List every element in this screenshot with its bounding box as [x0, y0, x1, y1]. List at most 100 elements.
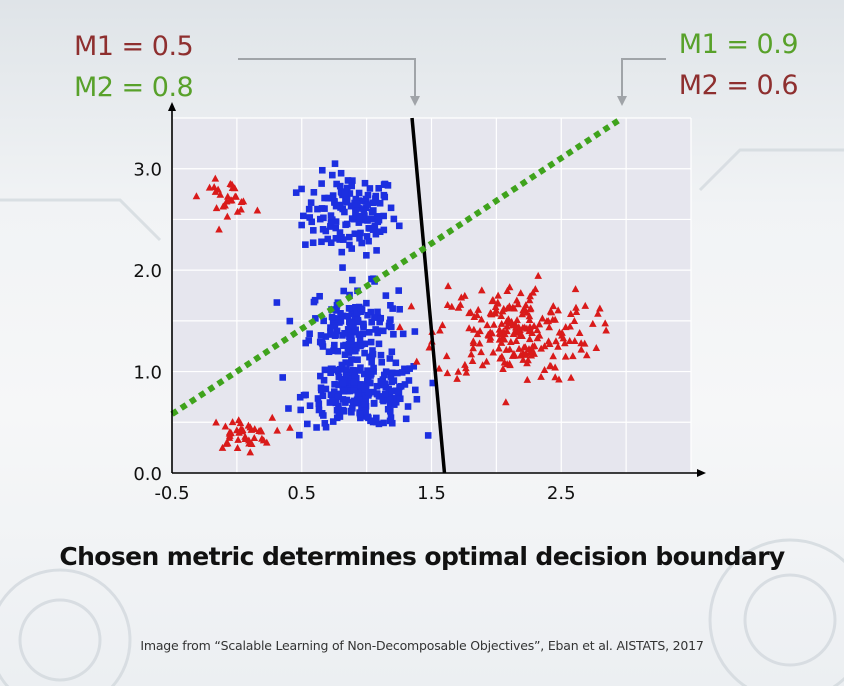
data-point-square — [333, 180, 340, 188]
data-point-square — [411, 328, 419, 335]
data-point-square — [345, 349, 353, 356]
boundary-M1-optimal — [410, 117, 447, 474]
data-point-triangle — [192, 192, 201, 200]
data-point-square — [352, 208, 359, 216]
tick-labels: -0.5 0.5 1.5 2.5 0.0 1.0 2.0 3.0 — [133, 160, 575, 504]
data-point-square — [348, 334, 355, 341]
data-point-square — [320, 317, 327, 325]
data-point-triangle — [523, 375, 532, 383]
data-point-square — [371, 314, 378, 321]
data-point-square — [374, 308, 381, 316]
data-point-square — [316, 292, 323, 300]
data-point-square — [359, 330, 367, 338]
data-point-triangle — [505, 359, 514, 367]
data-point-square — [387, 316, 394, 323]
data-point-square — [285, 405, 292, 412]
data-point-square — [364, 201, 371, 208]
data-point-square — [347, 202, 355, 210]
data-point-square — [336, 229, 344, 236]
data-point-square — [388, 419, 396, 427]
data-point-triangle — [552, 337, 560, 345]
data-point-triangle — [212, 418, 220, 426]
data-point-triangle — [222, 439, 230, 447]
data-point-square — [329, 418, 337, 425]
data-point-square — [340, 387, 348, 395]
data-point-triangle — [250, 433, 259, 441]
data-point-square — [332, 235, 340, 242]
data-point-square — [381, 181, 389, 188]
data-point-square — [331, 381, 338, 388]
data-point-square — [388, 378, 396, 386]
data-point-triangle — [592, 343, 601, 351]
data-point-triangle — [514, 323, 523, 331]
data-point-square — [309, 239, 317, 247]
data-point-square — [386, 407, 394, 415]
data-point-square — [362, 195, 370, 203]
data-point-square — [385, 385, 392, 393]
data-point-triangle — [465, 324, 473, 332]
data-point-square — [398, 369, 406, 376]
x-tick-label: -0.5 — [154, 483, 189, 504]
data-point-square — [391, 401, 398, 408]
data-point-square — [356, 410, 364, 418]
data-point-square — [394, 369, 401, 377]
data-point-square — [367, 417, 374, 425]
data-point-square — [348, 408, 355, 416]
data-point-square — [332, 331, 339, 339]
data-point-square — [402, 415, 410, 423]
data-point-triangle — [525, 296, 534, 304]
data-point-triangle — [572, 308, 581, 316]
boundary-M2-optimal — [170, 115, 624, 417]
data-point-triangle — [535, 320, 544, 328]
data-point-square — [298, 185, 305, 193]
data-point-triangle — [477, 348, 485, 356]
data-point-square — [337, 310, 344, 317]
data-point-triangle — [589, 319, 597, 327]
data-point-square — [329, 365, 336, 373]
data-point-triangle — [210, 183, 218, 191]
data-point-triangle — [245, 436, 253, 444]
data-point-triangle — [533, 326, 542, 334]
data-point-triangle — [442, 352, 451, 360]
data-point-triangle — [221, 201, 229, 209]
data-point-square — [300, 391, 308, 399]
data-point-square — [355, 189, 363, 197]
data-point-square — [334, 393, 341, 401]
data-point-triangle — [525, 312, 534, 320]
data-point-square — [401, 381, 409, 388]
data-point-triangle — [495, 325, 504, 333]
data-point-triangle — [567, 373, 575, 381]
data-point-square — [364, 191, 372, 199]
data-point-square — [340, 407, 348, 415]
data-point-square — [318, 339, 326, 347]
data-point-square — [365, 237, 372, 245]
data-point-square — [373, 382, 381, 390]
data-point-triangle — [513, 296, 521, 304]
data-point-square — [321, 420, 329, 427]
data-point-square — [298, 221, 305, 229]
data-point-square — [327, 239, 335, 246]
data-point-square — [363, 204, 370, 212]
data-point-triangle — [528, 342, 537, 350]
data-point-triangle — [461, 291, 469, 299]
data-point-square — [292, 189, 300, 196]
data-point-square — [429, 379, 437, 387]
annotation-right-m2: M2 = 0.6 — [678, 70, 799, 101]
data-point-square — [332, 224, 340, 232]
data-point-triangle — [396, 323, 404, 331]
data-point-square — [375, 216, 383, 224]
source-citation: Image from “Scalable Learning of Non-Dec… — [140, 638, 704, 653]
data-point-square — [349, 177, 356, 184]
data-point-square — [327, 212, 335, 219]
data-point-triangle — [488, 297, 496, 305]
data-point-square — [339, 396, 347, 403]
data-point-triangle — [490, 320, 498, 328]
data-point-square — [377, 351, 385, 359]
data-point-square — [364, 217, 371, 224]
data-point-triangle — [549, 302, 558, 310]
data-point-triangle — [216, 190, 225, 198]
data-point-triangle — [436, 326, 444, 334]
data-point-triangle — [561, 323, 570, 331]
data-point-square — [346, 323, 354, 330]
